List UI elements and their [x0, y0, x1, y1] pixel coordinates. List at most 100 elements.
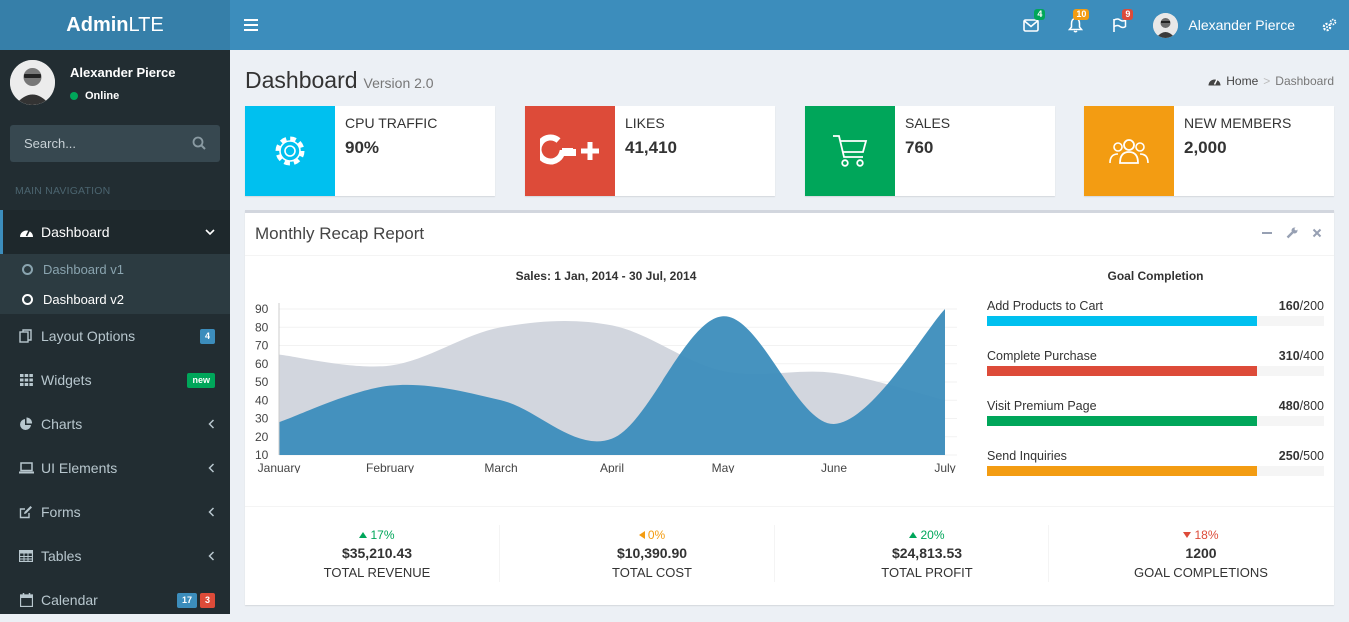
table-icon — [18, 548, 34, 564]
wrench-icon[interactable] — [1286, 227, 1298, 239]
circle-icon — [22, 293, 33, 305]
goal-item: Complete Purchase 310/400 — [987, 349, 1324, 376]
goal-progress-fill — [987, 366, 1257, 376]
stat-total-profit: 20% $24,813.53 TOTAL PROFIT — [792, 528, 1062, 580]
y-tick-label: 40 — [255, 393, 269, 407]
stat-change: 0% — [517, 528, 787, 542]
x-tick-label: June — [821, 461, 847, 473]
stat-label: TOTAL COST — [612, 565, 692, 580]
info-box-new-members: NEW MEMBERS 2,000 — [1084, 106, 1334, 196]
goal-progress-bar — [987, 416, 1324, 426]
google-plus-icon — [525, 106, 615, 196]
sidebar-item-dashboard[interactable]: Dashboard — [0, 210, 230, 254]
stat-value: 1200 — [1185, 545, 1217, 561]
sidebar-item-forms[interactable]: Forms — [0, 490, 230, 534]
online-status-icon — [70, 92, 78, 100]
info-box-value: 90% — [345, 138, 380, 157]
y-tick-label: 10 — [255, 448, 269, 462]
y-tick-label: 70 — [255, 339, 269, 353]
chevron-left-icon — [208, 419, 215, 429]
user-panel: Alexander Pierce Online — [0, 50, 230, 120]
goal-progress-bar — [987, 316, 1324, 326]
sidebar-item-dashboard-v2[interactable]: Dashboard v2 — [0, 284, 230, 314]
content-wrapper: Dashboard Version 2.0 Home > Dashboard CP… — [230, 50, 1349, 614]
x-tick-label: February — [366, 461, 414, 473]
dashboard-icon — [18, 224, 34, 240]
envelope-icon — [1023, 18, 1040, 32]
breadcrumb-current: Dashboard — [1275, 74, 1334, 88]
gear-icon — [245, 106, 335, 196]
chevron-left-icon — [208, 463, 215, 473]
flag-icon — [1113, 17, 1127, 32]
sidebar-item-calendar[interactable]: Calendar 17 3 — [0, 578, 230, 622]
stat-value: $35,210.43 — [341, 545, 413, 561]
tasks-badge: 9 — [1122, 9, 1134, 20]
sidebar-item-dashboard-v1[interactable]: Dashboard v1 — [0, 254, 230, 284]
breadcrumb: Home > Dashboard — [1208, 74, 1334, 88]
sidebar-item-label: Dashboard — [41, 224, 110, 240]
info-box-value: 2,000 — [1184, 138, 1227, 157]
info-box-label: LIKES — [625, 115, 665, 131]
top-navbar: 4 10 9 Alexander Pierce — [230, 0, 1349, 50]
th-icon — [18, 372, 34, 388]
y-tick-label: 20 — [255, 430, 269, 444]
info-box-sales: SALES 760 — [805, 106, 1055, 196]
stat-total-cost: 0% $10,390.90 TOTAL COST — [517, 528, 787, 580]
info-box-label: SALES — [905, 115, 951, 131]
tasks-button[interactable]: 9 — [1097, 0, 1141, 50]
info-box-value: 760 — [905, 138, 934, 157]
sidebar-item-ui-elements[interactable]: UI Elements — [0, 446, 230, 490]
goal-progress-fill — [987, 416, 1257, 426]
stat-goal-completions: 18% 1200 GOAL COMPLETIONS — [1066, 528, 1336, 580]
calendar-badge-blue: 17 — [176, 592, 197, 608]
stat-value: $24,813.53 — [891, 545, 963, 561]
stat-change: 17% — [242, 528, 512, 542]
shopping-cart-icon — [805, 106, 895, 196]
sidebar: Alexander Pierce Online Search... MAIN N… — [0, 50, 230, 614]
sidebar-search-input[interactable]: Search... — [10, 125, 220, 162]
goal-item: Visit Premium Page 480/800 — [987, 399, 1324, 426]
circle-icon — [22, 263, 33, 275]
sidebar-menu: Dashboard Dashboard v1 Dashboard v2 Layo… — [0, 210, 230, 622]
stat-label: TOTAL REVENUE — [323, 565, 431, 580]
breadcrumb-home[interactable]: Home — [1226, 74, 1259, 88]
app-logo[interactable]: AdminLTE — [0, 0, 230, 50]
messages-button[interactable]: 4 — [1009, 0, 1053, 50]
user-status: Online — [70, 90, 119, 102]
sidebar-item-tables[interactable]: Tables — [0, 534, 230, 578]
control-sidebar-button[interactable] — [1309, 0, 1349, 50]
stat-change: 18% — [1066, 528, 1336, 542]
y-tick-label: 50 — [255, 375, 269, 389]
y-tick-label: 60 — [255, 357, 269, 371]
x-tick-label: July — [934, 461, 955, 473]
close-icon[interactable] — [1312, 228, 1322, 238]
messages-badge: 4 — [1034, 9, 1046, 20]
users-icon — [1084, 106, 1174, 196]
sidebar-item-charts[interactable]: Charts — [0, 402, 230, 446]
main-navigation-header: MAIN NAVIGATION — [15, 185, 111, 197]
goal-label: Complete Purchase — [987, 349, 1097, 363]
page-subtitle: Version 2.0 — [363, 75, 434, 91]
goal-progress-fill — [987, 466, 1257, 476]
notifications-button[interactable]: 10 — [1053, 0, 1097, 50]
search-icon[interactable] — [192, 136, 206, 150]
caret-down-icon — [1183, 532, 1192, 538]
caret-left-icon — [638, 531, 645, 539]
info-box-label: CPU TRAFFIC — [345, 115, 438, 131]
pie-chart-icon — [18, 416, 34, 432]
info-box-value: 41,410 — [625, 138, 677, 157]
sidebar-item-layout-options[interactable]: Layout Options 4 — [0, 314, 230, 358]
logo-light: LTE — [128, 14, 164, 36]
x-tick-label: March — [484, 461, 517, 473]
minus-icon[interactable] — [1262, 228, 1272, 238]
user-menu[interactable]: Alexander Pierce — [1141, 0, 1309, 50]
box-title: Monthly Recap Report — [255, 224, 425, 243]
series-area-digital-goods — [279, 309, 945, 455]
sidebar-toggle-icon[interactable] — [244, 16, 258, 34]
chevron-left-icon — [208, 551, 215, 561]
info-box-label: NEW MEMBERS — [1184, 115, 1292, 131]
chart-title: Sales: 1 Jan, 2014 - 30 Jul, 2014 — [515, 269, 697, 283]
sidebar-item-widgets[interactable]: Widgets new — [0, 358, 230, 402]
avatar — [1153, 12, 1179, 38]
